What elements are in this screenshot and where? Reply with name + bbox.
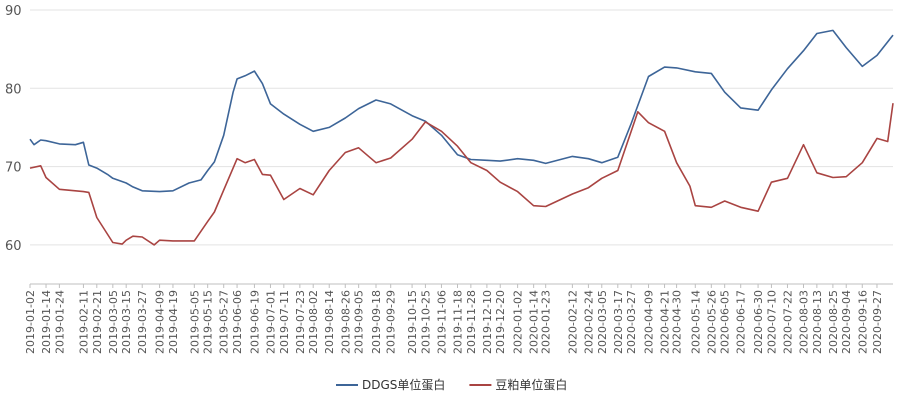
y-axis-ticks: 60 70 80 90	[5, 4, 22, 254]
x-tick-label: 2019-06-19	[248, 290, 261, 354]
x-tick-label: 2019-10-25	[419, 290, 432, 354]
y-tick-label: 70	[5, 161, 22, 176]
y-tick-label: 60	[5, 239, 22, 254]
x-tick-label: 2019-09-18	[370, 290, 383, 354]
series-lines	[29, 29, 894, 246]
x-tick-label: 2019-05-15	[202, 290, 215, 354]
x-tick-label: 2019-01-24	[53, 290, 66, 354]
x-tick-label: 2019-03-05	[107, 290, 120, 354]
x-tick-label: 2020-03-17	[612, 290, 625, 354]
x-tick-label: 2019-07-23	[294, 290, 307, 354]
legend-item-0: DDGS单位蛋白	[336, 377, 445, 392]
x-tick-label: 2019-05-27	[218, 290, 231, 354]
x-tick-label: 2019-01-02	[24, 290, 37, 354]
x-tick-label: 2020-07-10	[765, 290, 778, 354]
x-tick-label: 2019-04-19	[167, 290, 180, 354]
x-tick-label: 2020-01-14	[528, 290, 541, 354]
x-tick-label: 2019-09-05	[353, 290, 366, 354]
x-tick-label: 2019-12-20	[494, 290, 507, 354]
x-tick-label: 2020-08-13	[811, 290, 824, 354]
legend: DDGS单位蛋白 豆粕单位蛋白	[336, 377, 567, 392]
x-axis-ticks: 2019-01-02 2019-01-14 2019-01-24 2019-02-11…	[24, 284, 884, 354]
x-tick-label: 2019-05-05	[188, 290, 201, 354]
x-tick-label: 2020-09-04	[840, 290, 853, 354]
x-tick-label: 2019-03-15	[120, 290, 133, 354]
x-tick-label: 2020-04-30	[671, 290, 684, 354]
x-tick-label: 2020-02-12	[566, 290, 579, 354]
x-tick-label: 2020-04-09	[643, 290, 656, 354]
legend-label: 豆粕单位蛋白	[495, 377, 567, 392]
x-tick-label: 2020-06-30	[752, 290, 765, 354]
x-tick-label: 2020-09-27	[871, 290, 884, 354]
x-tick-label: 2020-01-23	[540, 290, 553, 354]
gridlines	[30, 9, 893, 246]
x-tick-label: 2020-05-14	[689, 290, 702, 354]
x-tick-label: 2019-02-21	[91, 290, 104, 354]
x-tick-label: 2020-06-17	[735, 290, 748, 354]
x-tick-label: 2019-04-09	[154, 290, 167, 354]
y-tick-label: 80	[5, 82, 22, 97]
x-tick-label: 2019-08-26	[339, 290, 352, 354]
x-tick-label: 2020-01-02	[512, 290, 525, 354]
y-tick-label: 90	[5, 4, 22, 19]
x-tick-label: 2019-11-06	[435, 290, 448, 354]
x-tick-label: 2020-09-16	[856, 290, 869, 354]
x-tick-label: 2019-08-02	[307, 290, 320, 354]
x-tick-label: 2020-06-05	[719, 290, 732, 354]
x-tick-label: 2020-08-03	[797, 290, 810, 354]
x-tick-label: 2019-08-14	[323, 290, 336, 354]
legend-item-1: 豆粕单位蛋白	[469, 377, 567, 392]
x-tick-label: 2019-02-11	[77, 290, 90, 354]
x-tick-label: 2020-02-24	[582, 290, 595, 354]
x-tick-label: 2019-07-11	[278, 290, 291, 354]
x-tick-label: 2019-06-06	[231, 290, 244, 354]
x-tick-label: 2019-10-15	[406, 290, 419, 354]
series-line-1	[29, 103, 894, 246]
x-tick-label: 2019-12-10	[481, 290, 494, 354]
x-tick-label: 2020-03-05	[596, 290, 609, 354]
x-tick-label: 2020-07-22	[781, 290, 794, 354]
x-tick-label: 2020-04-21	[659, 290, 672, 354]
x-tick-label: 2019-09-29	[385, 290, 398, 354]
x-tick-label: 2019-11-18	[451, 290, 464, 354]
x-tick-label: 2019-01-14	[40, 290, 53, 354]
x-tick-label: 2020-05-26	[705, 290, 718, 354]
x-tick-label: 2020-08-25	[827, 290, 840, 354]
x-tick-label: 2019-03-27	[136, 290, 149, 354]
series-line-0	[29, 29, 894, 193]
legend-label: DDGS单位蛋白	[362, 377, 445, 392]
x-tick-label: 2019-07-01	[264, 290, 277, 354]
x-tick-label: 2020-03-27	[625, 290, 638, 354]
x-tick-label: 2019-11-28	[465, 290, 478, 354]
